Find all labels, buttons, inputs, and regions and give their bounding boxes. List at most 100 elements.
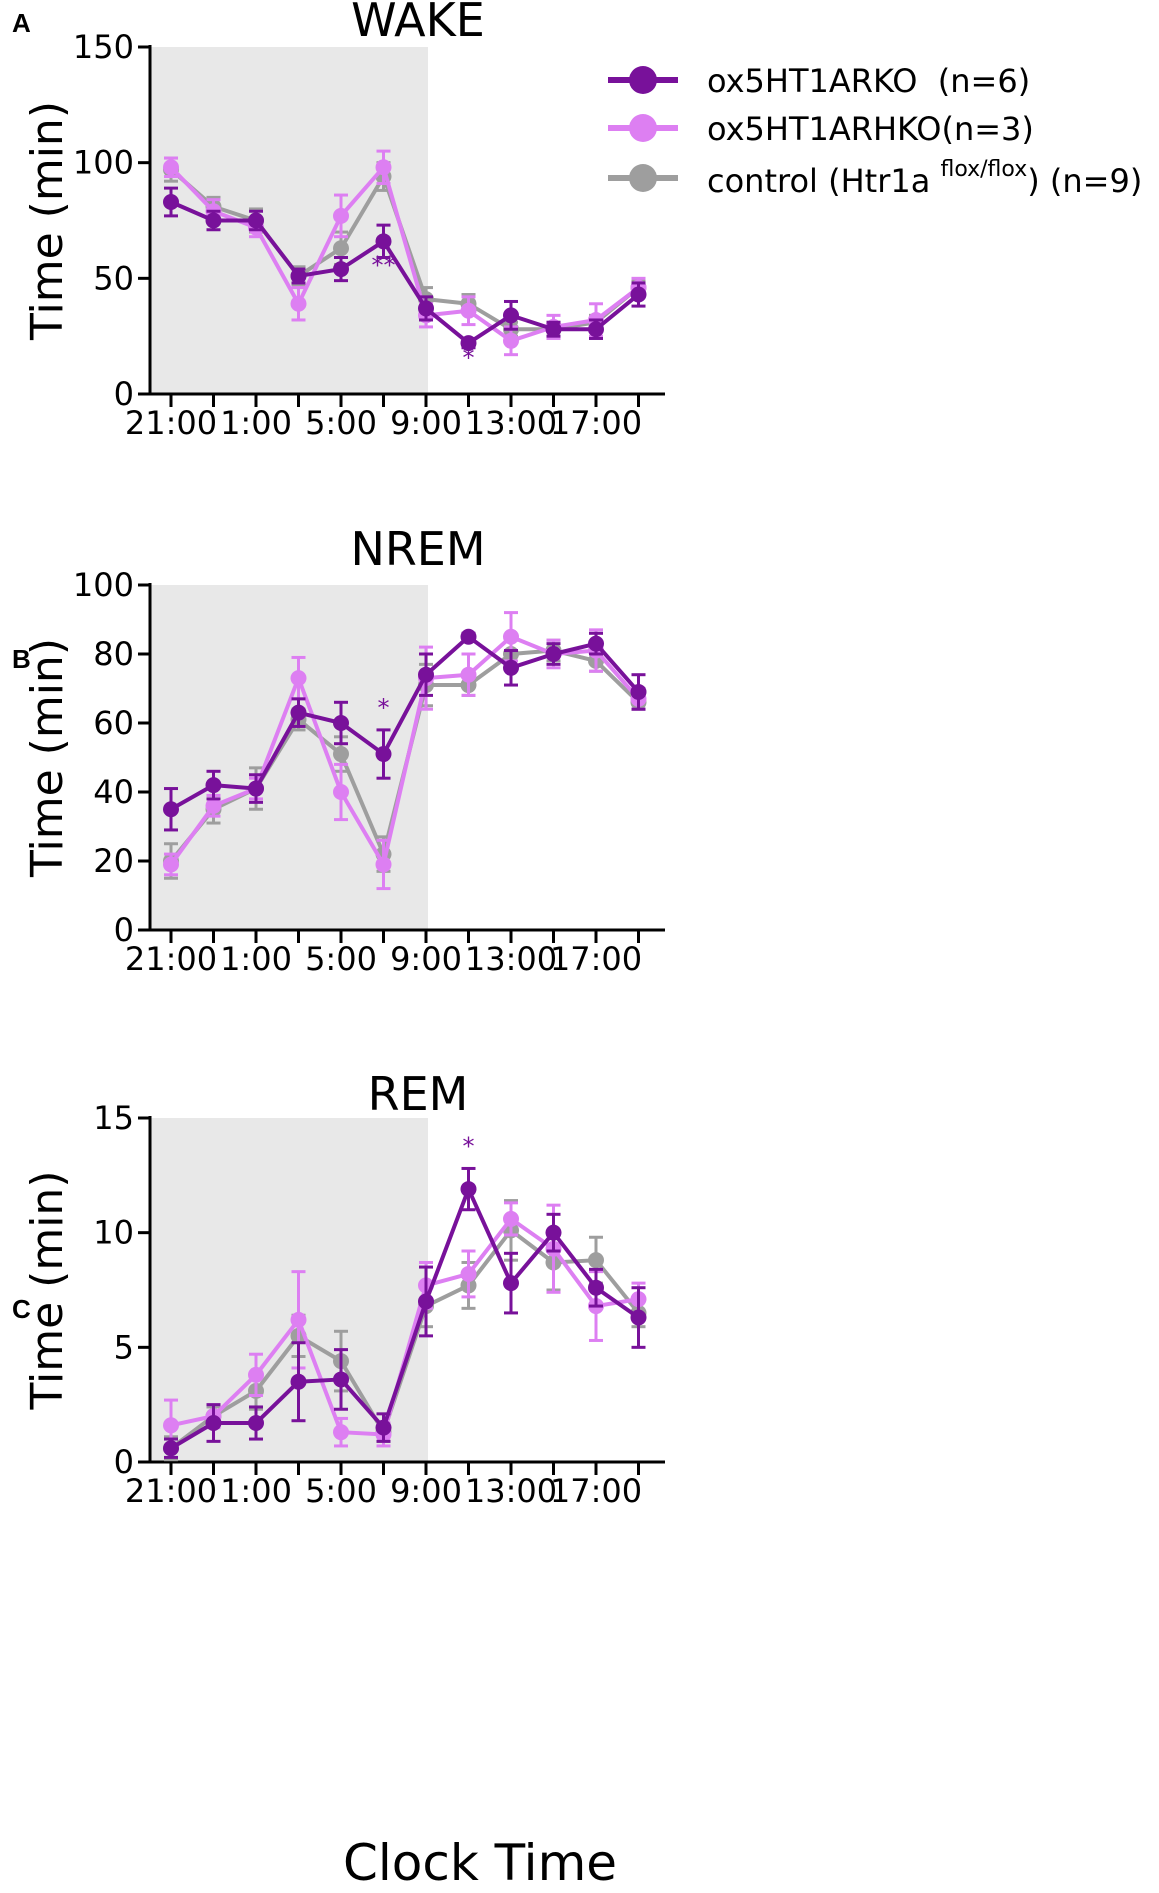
panel-letter-c: C	[12, 1294, 31, 1324]
rem-data-point	[630, 1309, 647, 1326]
legend-label-control-post: ) (n=9)	[1027, 162, 1142, 200]
panel-rem: REM Time (min) 0 5 10 15 21:00 1:00 5:00 9:00 13:0…	[22, 1067, 665, 1510]
rem-x-tick-label: 9:00	[390, 1472, 462, 1510]
legend-label-hko: ox5HT1ARHKO(n=3)	[707, 110, 1034, 148]
wake-data-point	[588, 321, 604, 338]
wake-title: WAKE	[351, 0, 485, 47]
wake-x-tick-label: 17:00	[550, 404, 642, 442]
panel-letter-a: A	[12, 8, 31, 38]
rem-series-ko	[163, 1166, 647, 1459]
legend-marker-ko	[629, 66, 657, 94]
rem-data-point	[588, 1252, 604, 1269]
nrem-y-axis-label: Time (min)	[22, 638, 73, 878]
wake-y-tick-label: 50	[93, 259, 134, 297]
panel-letter-b: B	[12, 644, 31, 674]
rem-data-point	[545, 1224, 562, 1241]
rem-data-point	[375, 1419, 392, 1436]
wake-x-tick-label: 9:00	[390, 404, 462, 442]
nrem-y-tick-label: 0	[114, 911, 134, 949]
nrem-y-tick-label: 20	[93, 842, 134, 880]
rem-x-tick-label: 17:00	[550, 1472, 642, 1510]
rem-data-point	[503, 1275, 519, 1292]
rem-y-tick-label: 15	[93, 1099, 134, 1137]
panel-wake: WAKE Time (min) 0 50 100 150 21:00 1:00 5:00 9:00…	[22, 0, 665, 442]
rem-data-point	[333, 1424, 349, 1441]
wake-data-point	[375, 233, 392, 250]
legend: ox5HT1ARKO (n=6) ox5HT1ARHKO(n=3) contro…	[608, 62, 1142, 200]
nrem-title: NREM	[350, 522, 485, 576]
wake-significance-marker: **	[372, 252, 396, 280]
rem-title: REM	[368, 1067, 469, 1121]
nrem-data-point	[545, 646, 562, 662]
wake-y-tick-label: 0	[114, 375, 134, 413]
nrem-data-point	[163, 801, 179, 818]
nrem-series-ko	[163, 628, 647, 832]
wake-data-point	[503, 332, 519, 349]
nrem-x-tick-label: 5:00	[305, 940, 377, 978]
wake-data-point	[333, 207, 349, 224]
nrem-data-point	[205, 797, 222, 814]
nrem-data-point	[418, 666, 434, 683]
legend-marker-hko	[629, 114, 657, 142]
rem-x-tick-label: 5:00	[305, 1472, 377, 1510]
wake-significance-marker: *	[463, 344, 475, 372]
wake-x-tick-label: 21:00	[125, 404, 217, 442]
legend-item-hko: ox5HT1ARHKO(n=3)	[608, 110, 1034, 148]
nrem-y-tick-label: 80	[93, 635, 134, 673]
nrem-data-point	[290, 670, 307, 687]
wake-y-tick-label: 100	[73, 144, 134, 182]
nrem-data-point	[503, 659, 519, 676]
rem-data-point	[163, 1440, 179, 1457]
wake-data-point	[460, 302, 477, 319]
rem-significance-marker: *	[463, 1133, 475, 1161]
wake-y-axis-label: Time (min)	[22, 101, 73, 341]
rem-data-point	[588, 1279, 604, 1296]
legend-label-control-sup: flox/flox	[940, 157, 1027, 182]
rem-data-point	[503, 1210, 519, 1227]
wake-data-point	[418, 300, 434, 317]
rem-y-axis-label: Time (min)	[22, 1171, 73, 1411]
wake-series-ko	[163, 186, 647, 352]
nrem-x-tick-label: 9:00	[390, 940, 462, 978]
nrem-data-point	[460, 628, 477, 645]
nrem-x-tick-label: 1:00	[220, 940, 292, 978]
nrem-data-point	[163, 856, 179, 873]
nrem-data-point	[333, 746, 349, 763]
nrem-data-point	[375, 856, 392, 873]
wake-data-point	[545, 321, 562, 338]
nrem-y-tick-label: 40	[93, 773, 134, 811]
nrem-significance-marker: *	[378, 694, 390, 722]
x-axis-label: Clock Time	[343, 1834, 617, 1892]
wake-x-tick-label: 5:00	[305, 404, 377, 442]
wake-data-point	[248, 212, 264, 229]
wake-data-point	[375, 159, 392, 176]
rem-x-tick-label: 21:00	[125, 1472, 217, 1510]
nrem-x-tick-label: 17:00	[550, 940, 642, 978]
rem-data-point	[460, 1181, 477, 1198]
nrem-data-point	[503, 628, 519, 645]
nrem-y-tick-label: 100	[73, 566, 134, 604]
wake-data-point	[290, 295, 307, 312]
rem-y-tick-label: 10	[93, 1214, 134, 1252]
rem-x-tick-label: 13:00	[465, 1472, 557, 1510]
nrem-data-point	[290, 704, 307, 721]
legend-label-ko: ox5HT1ARKO (n=6)	[707, 62, 1030, 100]
nrem-data-point	[333, 784, 349, 800]
nrem-data-point	[588, 635, 604, 652]
rem-data-point	[418, 1293, 434, 1310]
legend-label-control-pre: control (Htr1a	[707, 162, 940, 200]
rem-data-point	[205, 1415, 222, 1432]
nrem-data-point	[460, 666, 477, 683]
nrem-x-tick-label: 21:00	[125, 940, 217, 978]
nrem-data-point	[248, 780, 264, 797]
wake-data-point	[163, 159, 179, 176]
rem-y-tick-label: 5	[114, 1328, 134, 1366]
panel-nrem: NREM Time (min) 0 20 40 60 80 100 21:00 1:00 5:00 9…	[22, 522, 665, 978]
wake-data-point	[333, 240, 349, 257]
rem-data-point	[460, 1265, 477, 1282]
wake-data-point	[630, 286, 647, 303]
rem-data-point	[290, 1373, 307, 1390]
nrem-y-tick-label: 60	[93, 704, 134, 742]
wake-data-point	[163, 193, 179, 210]
wake-x-tick-label: 13:00	[465, 404, 557, 442]
